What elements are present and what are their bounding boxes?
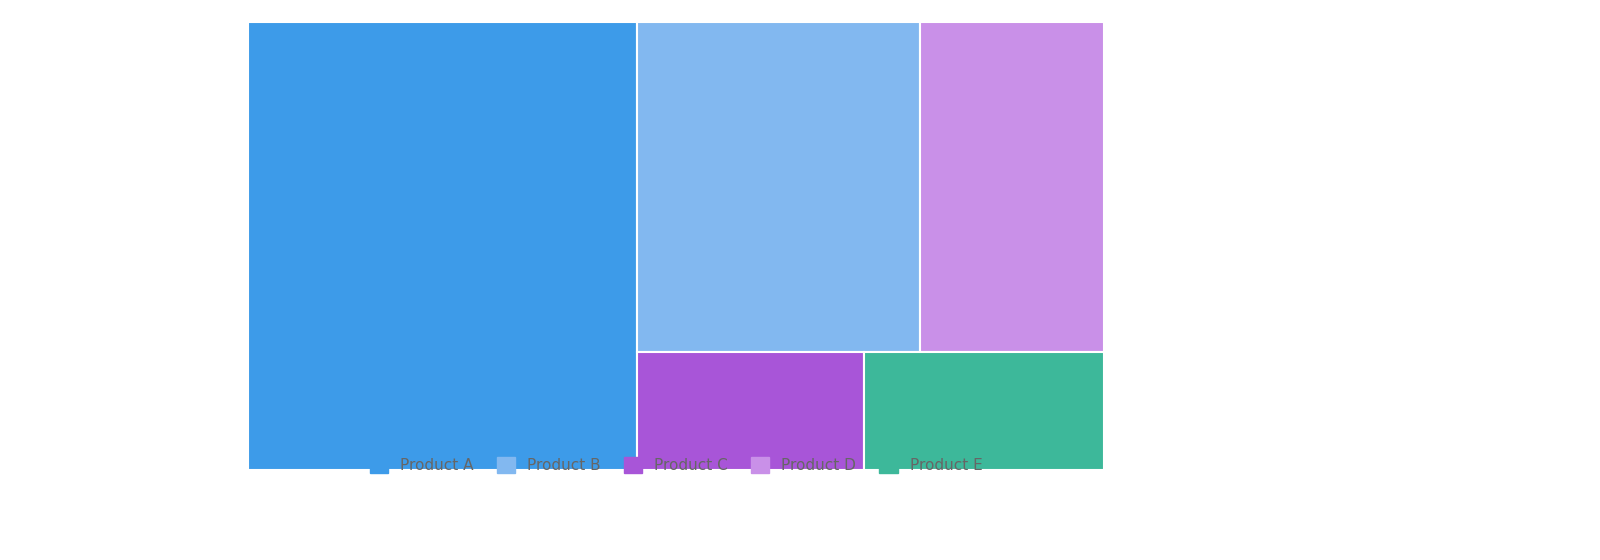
FancyBboxPatch shape: [637, 352, 864, 470]
FancyBboxPatch shape: [864, 352, 1104, 470]
FancyBboxPatch shape: [920, 22, 1104, 352]
Legend: Product A, Product B, Product C, Product D, Product E: Product A, Product B, Product C, Product…: [362, 450, 990, 480]
FancyBboxPatch shape: [637, 22, 920, 352]
FancyBboxPatch shape: [248, 22, 637, 470]
